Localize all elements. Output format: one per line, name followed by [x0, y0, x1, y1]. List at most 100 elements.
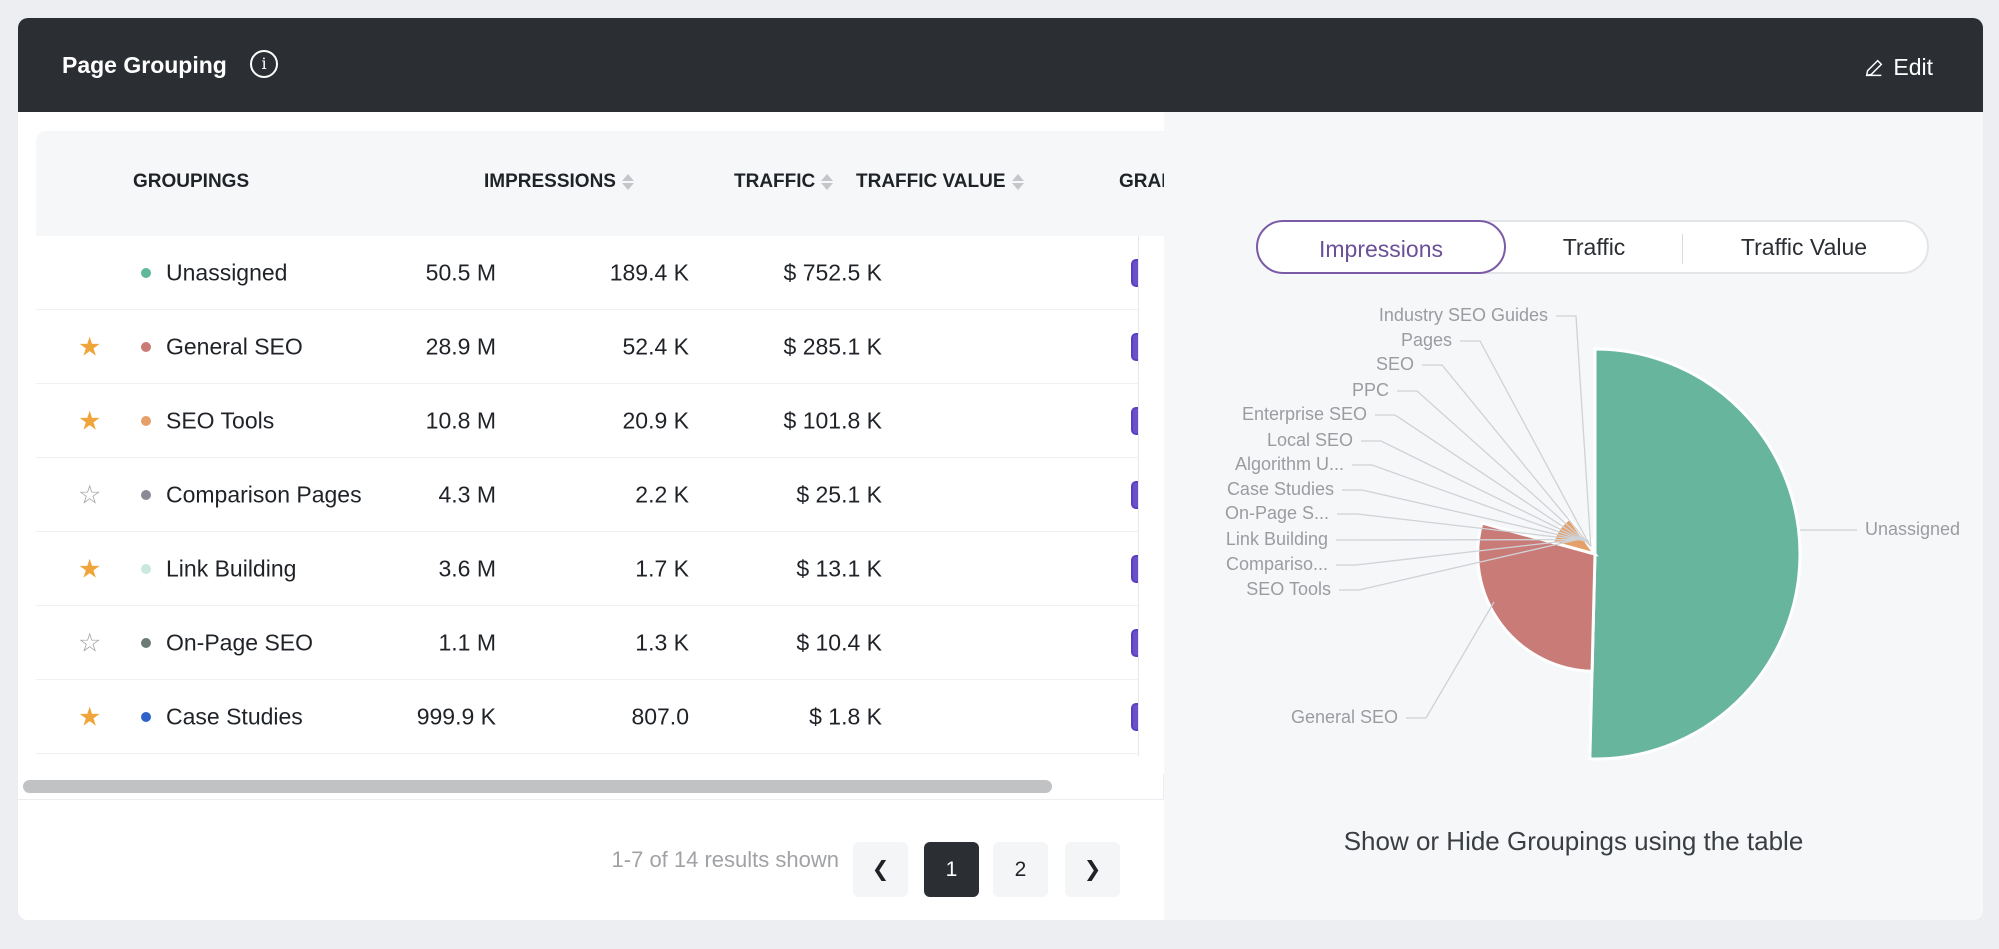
grouping-color-dot: [141, 415, 151, 426]
page-2-button[interactable]: 2: [993, 842, 1048, 897]
traffic-value: 20.9 K: [622, 407, 690, 433]
pie-label: Pages: [1401, 330, 1452, 350]
pie-label: Unassigned: [1865, 519, 1960, 539]
next-page-button[interactable]: ❯: [1065, 842, 1120, 897]
traffic-value-amount: $ 13.1 K: [796, 555, 882, 581]
prev-page-button[interactable]: ❮: [853, 842, 908, 897]
traffic-value: 189.4 K: [609, 259, 689, 285]
column-impressions[interactable]: IMPRESSIONS: [484, 171, 634, 193]
impressions-value: 10.8 M: [425, 407, 496, 433]
traffic-value: 52.4 K: [622, 333, 690, 359]
chevron-right-icon: ❯: [1083, 858, 1102, 881]
page-1-button[interactable]: 1: [924, 842, 979, 897]
leader-line: [1339, 537, 1585, 591]
table-row: ★ Link Building 3.6 M 1.7 K $ 13.1 K ✓: [36, 532, 1138, 606]
edit-label: Edit: [1893, 54, 1933, 80]
groupings-table-panel: GROUPINGS IMPRESSIONS TRAFFIC TRAFFIC VA…: [18, 112, 1188, 920]
graph-checkbox[interactable]: ✓: [1131, 406, 1138, 435]
page-number: 1: [945, 858, 958, 881]
pie-label: SEO Tools: [1246, 579, 1331, 599]
table-row: ☆ Comparison Pages 4.3 M 2.2 K $ 25.1 K ✓: [36, 458, 1138, 532]
toggle-impressions[interactable]: Impressions: [1256, 220, 1506, 274]
table-body: Unassigned 50.5 M 189.4 K $ 752.5 K ✓ ★ Genera…: [36, 236, 1139, 756]
pie-slice-general-seo[interactable]: [1476, 521, 1597, 673]
leader-line: [1397, 390, 1590, 545]
traffic-value: 2.2 K: [635, 481, 689, 507]
sort-icon[interactable]: [821, 174, 834, 190]
pie-label: Local SEO: [1267, 430, 1353, 450]
pie-slice-unassigned[interactable]: [1588, 347, 1802, 761]
grouping-name: SEO Tools: [166, 407, 275, 433]
card-header: Page Grouping i Edit: [18, 18, 1983, 112]
traffic-value: 807.0: [631, 703, 689, 729]
grouping-color-dot: [141, 711, 151, 722]
leader-line: [1352, 464, 1588, 543]
traffic-value: 1.3 K: [635, 629, 689, 655]
metric-toggle: Impressions Traffic Traffic Value: [1256, 220, 1929, 274]
pie-label: SEO: [1376, 354, 1414, 374]
impressions-value: 28.9 M: [425, 333, 496, 359]
grouping-color-dot: [141, 563, 151, 574]
grouping-color-dot: [141, 267, 151, 278]
pie-label: Case Studies: [1227, 479, 1334, 499]
page-grouping-card: Page Grouping i Edit GROUPINGS IMPRESSIO…: [18, 18, 1983, 920]
star-outline-icon[interactable]: ☆: [78, 627, 102, 657]
impressions-value: 1.1 M: [438, 629, 496, 655]
sort-icon[interactable]: [1011, 174, 1024, 190]
column-label: GROUPINGS: [133, 171, 250, 192]
traffic-value-amount: $ 1.8 K: [809, 703, 882, 729]
leader-line: [1422, 364, 1591, 546]
pie-label: Industry SEO Guides: [1379, 305, 1548, 325]
traffic-value-amount: $ 752.5 K: [783, 259, 882, 285]
grouping-color-dot: [141, 489, 151, 500]
edit-button[interactable]: Edit: [1863, 54, 1933, 81]
table-row: ★ SEO Tools 10.8 M 20.9 K $ 101.8 K ✓: [36, 384, 1138, 458]
table-row: Unassigned 50.5 M 189.4 K $ 752.5 K ✓: [36, 236, 1138, 310]
chevron-left-icon: ❮: [871, 858, 890, 881]
results-summary: 1-7 of 14 results shown: [611, 847, 839, 872]
traffic-value: 1.7 K: [635, 555, 689, 581]
star-filled-icon[interactable]: ★: [78, 701, 102, 731]
horizontal-scrollbar[interactable]: [23, 780, 1052, 793]
toggle-traffic-value[interactable]: Traffic Value: [1740, 234, 1868, 260]
impressions-value: 50.5 M: [425, 259, 496, 285]
graph-checkbox[interactable]: ✓: [1131, 628, 1138, 657]
pie-label: Link Building: [1226, 529, 1328, 549]
star-filled-icon[interactable]: ★: [78, 405, 102, 435]
page-number: 2: [1014, 858, 1027, 881]
grouping-name: Unassigned: [166, 259, 288, 285]
chart-hint: Show or Hide Groupings using the table: [1343, 826, 1804, 856]
chart-panel: Impressions Traffic Traffic Value Unassi…: [1164, 112, 1983, 920]
star-outline-icon[interactable]: ☆: [78, 479, 102, 509]
graph-checkbox[interactable]: ✓: [1131, 332, 1138, 361]
scroll-track: [18, 774, 1164, 800]
graph-checkbox[interactable]: ✓: [1131, 554, 1138, 583]
traffic-value-amount: $ 101.8 K: [783, 407, 882, 433]
leader-line: [1337, 513, 1587, 542]
sort-icon[interactable]: [621, 174, 634, 190]
grouping-name: General SEO: [166, 333, 303, 359]
leader-line: [1406, 601, 1495, 719]
info-icon[interactable]: i: [250, 50, 278, 78]
graph-checkbox[interactable]: ✓: [1131, 702, 1138, 731]
grouping-name: On-Page SEO: [166, 629, 314, 655]
leader-line: [1361, 440, 1589, 544]
table-row: ★ Case Studies 999.9 K 807.0 $ 1.8 K ✓: [36, 680, 1138, 754]
column-label: IMPRESSIONS: [484, 171, 616, 192]
grouping-color-dot: [141, 341, 151, 352]
grouping-name: Comparison Pages: [166, 481, 362, 507]
graph-checkbox[interactable]: ✓: [1131, 480, 1138, 509]
pie-label: General SEO: [1291, 707, 1398, 727]
star-filled-icon[interactable]: ★: [78, 553, 102, 583]
column-traffic[interactable]: TRAFFIC: [734, 171, 834, 193]
pie-label: PPC: [1352, 380, 1389, 400]
toggle-divider: [1682, 234, 1683, 264]
graph-checkbox[interactable]: ✓: [1131, 258, 1138, 287]
column-traffic-value[interactable]: TRAFFIC VALUE: [856, 171, 1024, 193]
leader-line: [1375, 414, 1589, 545]
pie-label: Compariso...: [1226, 554, 1328, 574]
table-header: GROUPINGS IMPRESSIONS TRAFFIC TRAFFIC VA…: [36, 131, 1188, 236]
table-row: ☆ On-Page SEO 1.1 M 1.3 K $ 10.4 K ✓: [36, 606, 1138, 680]
toggle-traffic[interactable]: Traffic: [1562, 234, 1626, 260]
star-filled-icon[interactable]: ★: [78, 331, 102, 361]
